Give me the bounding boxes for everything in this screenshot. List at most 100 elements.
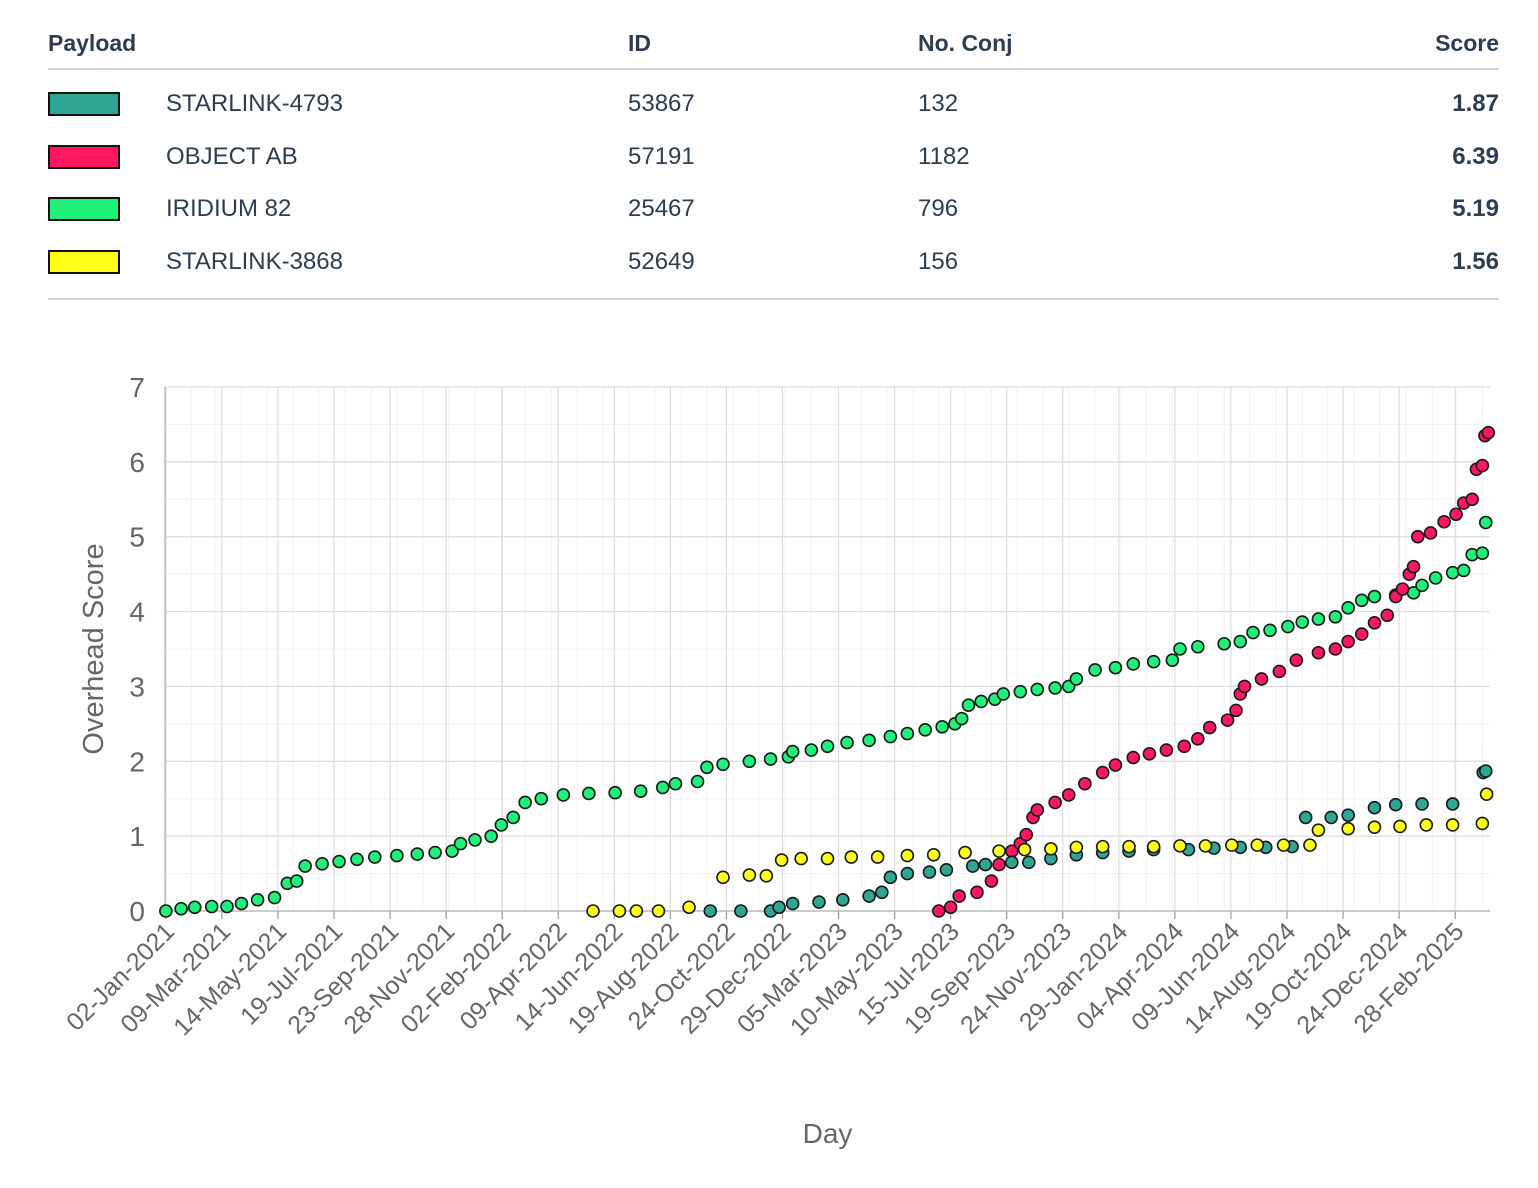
data-point[interactable] <box>1146 654 1161 669</box>
data-point[interactable] <box>1423 526 1438 540</box>
data-point[interactable] <box>1475 546 1490 560</box>
data-point[interactable] <box>820 851 835 866</box>
table-row[interactable]: STARLINK-3868 52649 156 1.56 <box>48 236 1499 289</box>
data-point[interactable] <box>1415 578 1429 593</box>
header-id[interactable]: ID <box>628 29 651 56</box>
data-point[interactable] <box>1173 642 1187 656</box>
data-point[interactable] <box>883 870 898 885</box>
data-point[interactable] <box>1311 612 1326 626</box>
table-row[interactable]: IRIDIUM 82 25467 796 5.19 <box>48 183 1499 236</box>
data-point[interactable] <box>612 904 627 918</box>
data-point[interactable] <box>1005 855 1019 870</box>
data-point[interactable] <box>390 848 404 863</box>
data-point[interactable] <box>629 904 644 918</box>
data-point[interactable] <box>1281 619 1295 634</box>
data-point[interactable] <box>794 851 808 866</box>
data-point[interactable] <box>926 848 941 862</box>
data-point[interactable] <box>682 900 696 915</box>
data-point[interactable] <box>840 735 854 750</box>
data-point[interactable] <box>220 899 234 914</box>
data-point[interactable] <box>1122 839 1136 854</box>
data-point[interactable] <box>1217 636 1231 651</box>
data-point[interactable] <box>862 889 876 903</box>
data-point[interactable] <box>1324 810 1338 825</box>
header-score[interactable]: Score <box>1435 29 1499 56</box>
data-point[interactable] <box>1388 797 1403 812</box>
data-point[interactable] <box>556 788 571 802</box>
data-point[interactable] <box>1465 492 1479 507</box>
data-point[interactable] <box>1108 758 1123 772</box>
header-conj[interactable]: No. Conj <box>918 29 1013 56</box>
data-point[interactable] <box>900 866 915 881</box>
data-point[interactable] <box>1380 608 1395 623</box>
data-point[interactable] <box>1295 615 1310 629</box>
data-point[interactable] <box>700 760 714 775</box>
data-point[interactable] <box>1406 559 1421 574</box>
data-point[interactable] <box>1475 816 1490 831</box>
data-point[interactable] <box>1126 750 1141 765</box>
data-point[interactable] <box>410 847 425 861</box>
data-point[interactable] <box>1202 720 1217 735</box>
data-point[interactable] <box>1044 842 1058 856</box>
data-point[interactable] <box>1246 625 1260 640</box>
data-point[interactable] <box>267 890 282 905</box>
data-point[interactable] <box>820 739 835 754</box>
data-point[interactable] <box>974 694 989 709</box>
data-point[interactable] <box>961 698 976 712</box>
data-point[interactable] <box>1237 679 1252 694</box>
table-row[interactable]: STARLINK-4793 53867 132 1.87 <box>48 78 1499 131</box>
data-point[interactable] <box>1191 639 1205 654</box>
data-point[interactable] <box>1367 820 1382 834</box>
data-point[interactable] <box>506 810 521 825</box>
data-point[interactable] <box>742 868 757 882</box>
data-point[interactable] <box>759 869 774 883</box>
data-point[interactable] <box>1069 672 1084 686</box>
data-point[interactable] <box>1220 713 1235 727</box>
data-point[interactable] <box>1419 818 1434 832</box>
data-point[interactable] <box>984 874 999 888</box>
data-point[interactable] <box>484 829 498 843</box>
data-point[interactable] <box>1367 800 1382 815</box>
data-point[interactable] <box>1021 855 1036 870</box>
data-point[interactable] <box>1415 797 1429 811</box>
data-point[interactable] <box>1428 571 1443 585</box>
data-point[interactable] <box>970 885 984 900</box>
data-point[interactable] <box>742 754 757 769</box>
data-point[interactable] <box>1048 681 1062 695</box>
data-point[interactable] <box>931 904 946 918</box>
data-point[interactable] <box>785 744 800 759</box>
data-point[interactable] <box>1017 842 1032 857</box>
data-point[interactable] <box>1456 563 1471 578</box>
data-point[interactable] <box>1272 664 1287 679</box>
data-point[interactable] <box>1146 839 1161 854</box>
data-point[interactable] <box>1126 657 1141 671</box>
data-point[interactable] <box>159 904 173 918</box>
data-point[interactable] <box>1229 703 1243 718</box>
data-point[interactable] <box>1437 514 1451 529</box>
data-point[interactable] <box>633 784 648 799</box>
data-point[interactable] <box>900 726 915 741</box>
data-point[interactable] <box>862 733 876 748</box>
data-point[interactable] <box>1095 839 1110 854</box>
data-point[interactable] <box>812 895 826 909</box>
data-point[interactable] <box>315 857 329 871</box>
data-point[interactable] <box>332 854 346 869</box>
data-point[interactable] <box>943 900 958 915</box>
data-point[interactable] <box>1298 810 1313 825</box>
data-point[interactable] <box>1019 827 1034 842</box>
data-point[interactable] <box>690 774 705 789</box>
data-point[interactable] <box>935 720 949 734</box>
data-point[interactable] <box>1191 732 1205 746</box>
data-point[interactable] <box>367 850 382 864</box>
data-point[interactable] <box>1481 425 1496 440</box>
data-point[interactable] <box>1328 610 1343 624</box>
data-point[interactable] <box>1289 653 1304 668</box>
data-point[interactable] <box>1088 663 1102 677</box>
data-point[interactable] <box>1061 788 1076 802</box>
data-point[interactable] <box>952 889 966 903</box>
data-point[interactable] <box>992 857 1006 872</box>
data-point[interactable] <box>1341 808 1355 822</box>
data-point[interactable] <box>1411 529 1425 544</box>
data-point[interactable] <box>187 900 202 915</box>
data-point[interactable] <box>1354 593 1369 608</box>
